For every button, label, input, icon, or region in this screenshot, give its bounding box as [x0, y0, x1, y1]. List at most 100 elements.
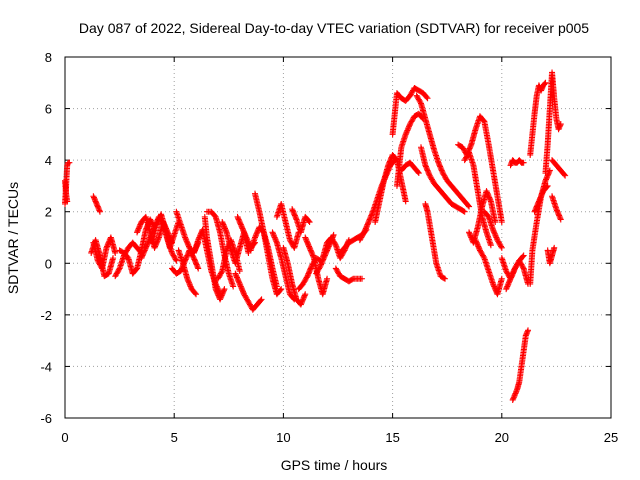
y-tick-label: 0	[45, 256, 52, 271]
x-tick-label: 5	[171, 430, 178, 445]
plus-marker	[561, 171, 568, 178]
plus-marker	[306, 219, 313, 226]
plus-marker	[230, 283, 237, 290]
series-s19	[232, 270, 265, 313]
series-s49	[509, 327, 532, 403]
plus-marker	[193, 291, 200, 298]
plus-marker	[195, 265, 202, 272]
plus-marker	[461, 208, 468, 215]
series-s16	[203, 208, 237, 290]
plus-marker	[277, 287, 284, 294]
plus-marker	[360, 230, 367, 237]
series-s36	[393, 110, 427, 189]
plus-marker	[236, 268, 243, 275]
plus-marker	[221, 286, 228, 293]
y-tick-label: -4	[40, 359, 52, 374]
plus-marker	[498, 244, 505, 251]
plus-marker	[278, 286, 285, 293]
series-s13	[175, 247, 200, 298]
axis-ticks: 0 5 10 15 20 25 -6 -4 -2 0 2 4 6 8	[40, 50, 618, 445]
plus-marker	[64, 198, 71, 205]
series-s50	[527, 79, 549, 158]
chart-title: Day 087 of 2022, Sidereal Day-to-day VTE…	[79, 20, 589, 36]
plus-marker	[402, 198, 409, 205]
series-s37	[398, 159, 422, 177]
plus-marker	[324, 275, 331, 282]
x-tick-label: 10	[276, 430, 290, 445]
plus-marker	[498, 275, 505, 282]
series-s54	[544, 244, 558, 267]
y-axis-label: SDTVAR / TECUs	[5, 182, 21, 294]
plus-marker	[480, 117, 487, 124]
plus-marker	[415, 170, 422, 177]
series-s44	[472, 237, 505, 298]
plus-marker	[423, 94, 430, 101]
plus-marker	[414, 169, 421, 176]
plus-marker	[557, 216, 564, 223]
plus-marker	[417, 99, 424, 106]
plus-marker	[520, 159, 527, 166]
series-s15	[201, 213, 228, 303]
plus-marker	[542, 79, 549, 86]
series-s24	[273, 200, 302, 251]
series-s22	[252, 190, 285, 298]
x-tick-label: 20	[495, 430, 509, 445]
plot-frame	[64, 56, 612, 419]
plus-marker	[305, 217, 312, 224]
plus-marker	[442, 275, 449, 282]
plus-marker	[543, 183, 550, 190]
plus-marker	[424, 95, 431, 102]
plus-marker	[66, 159, 73, 166]
plus-marker	[115, 266, 122, 273]
series-s35	[389, 84, 431, 138]
series-s53	[542, 69, 564, 177]
x-tick-label: 15	[385, 430, 399, 445]
series-s26	[289, 206, 313, 236]
series-s34	[372, 151, 409, 226]
series-s52	[531, 182, 551, 215]
plus-marker	[303, 274, 310, 281]
plus-marker	[519, 264, 526, 271]
plus-marker	[465, 202, 472, 209]
plus-marker	[466, 203, 473, 210]
plus-marker	[525, 327, 532, 334]
series-s31	[332, 265, 366, 285]
plus-marker	[96, 208, 103, 215]
plus-marker	[332, 240, 339, 247]
plus-marker	[557, 121, 564, 128]
plus-marker	[544, 182, 551, 189]
series-s27	[295, 255, 324, 293]
series-s56	[549, 193, 564, 223]
series-s45	[481, 208, 505, 251]
series-s28	[302, 234, 331, 298]
series-s10	[149, 211, 182, 251]
plus-marker	[359, 275, 366, 282]
plus-marker	[492, 219, 499, 226]
plus-marker	[173, 257, 180, 264]
series-s25	[280, 244, 309, 308]
series-s48	[507, 157, 527, 169]
plus-marker	[110, 255, 117, 262]
plus-marker	[302, 291, 309, 298]
series-s39	[417, 144, 468, 215]
plus-marker	[520, 252, 527, 259]
plus-marker	[218, 269, 225, 276]
x-tick-label: 25	[604, 430, 618, 445]
plus-marker	[551, 244, 558, 251]
plus-marker	[192, 290, 199, 297]
series-s41	[455, 113, 505, 226]
y-tick-label: 8	[45, 50, 52, 65]
series-s03	[90, 193, 103, 215]
plus-marker	[541, 80, 548, 87]
plus-marker	[480, 253, 487, 260]
series-s38	[413, 92, 473, 210]
y-tick-label: 2	[45, 205, 52, 220]
plus-marker	[440, 275, 447, 282]
plus-marker	[562, 172, 569, 179]
plus-marker	[460, 208, 467, 215]
series-s05	[90, 234, 119, 272]
plus-marker	[257, 297, 264, 304]
plus-marker	[316, 264, 323, 271]
plus-marker	[519, 253, 526, 260]
